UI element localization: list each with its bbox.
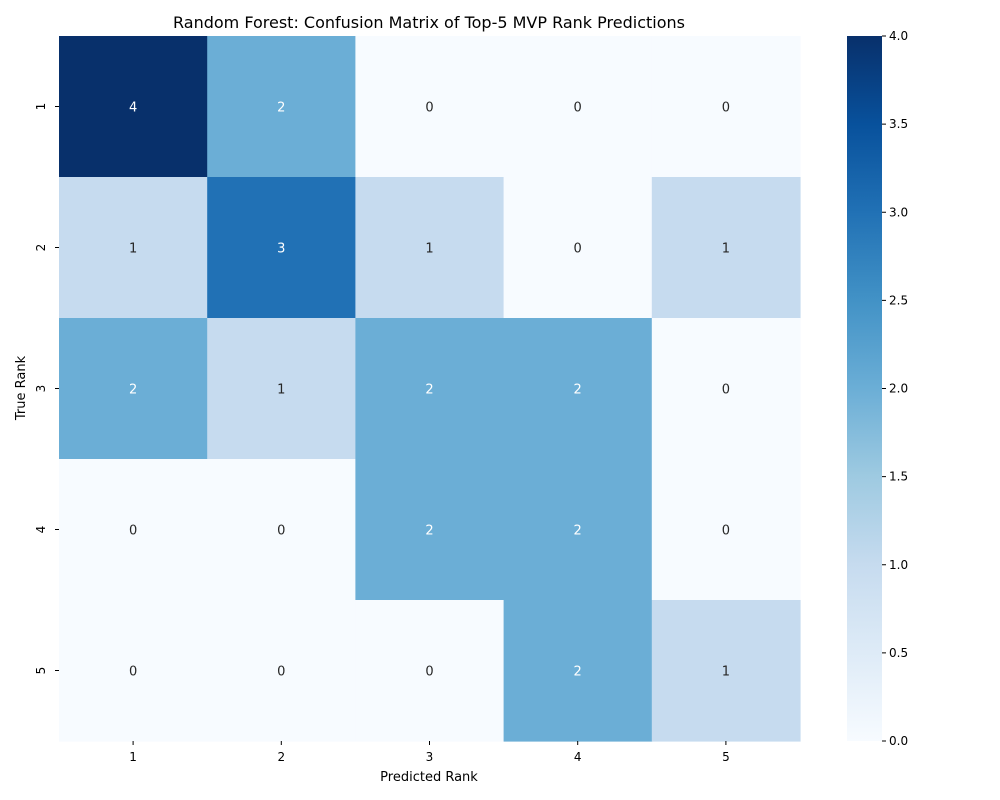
y-tick-label: 2 — [34, 244, 48, 252]
cell-value-label: 1 — [425, 242, 433, 257]
cell-value-label: 0 — [277, 665, 285, 680]
cell-value-label: 2 — [277, 101, 285, 116]
heatmap-cell — [59, 459, 208, 601]
y-tick-label: 5 — [34, 667, 48, 675]
x-axis-ticks: 1 2 3 4 5 — [129, 741, 730, 764]
cell-value-label: 1 — [129, 242, 137, 257]
colorbar-tick-label: 4.0 — [889, 29, 908, 43]
heatmap-cell — [651, 177, 801, 319]
heatmap-cell — [503, 459, 653, 601]
y-tick-label: 4 — [34, 526, 48, 534]
cell-value-label: 0 — [425, 665, 433, 680]
cell-value-label: 0 — [722, 524, 730, 539]
cell-value-label: 1 — [277, 383, 285, 398]
heatmap-cell — [207, 600, 356, 742]
x-tick-label: 2 — [277, 750, 285, 764]
colorbar-tick-label: 2.5 — [889, 293, 908, 307]
cell-value-label: 0 — [129, 665, 137, 680]
y-axis-label: True Rank — [14, 355, 29, 421]
cell-value-label: 1 — [722, 665, 730, 680]
y-tick-label: 1 — [34, 103, 48, 111]
x-axis-label: Predicted Rank — [380, 770, 478, 785]
x-tick-label: 4 — [574, 750, 582, 764]
colorbar: 0.0 0.5 1.0 1.5 2.0 2.5 3.0 3.5 4.0 — [847, 29, 908, 748]
cell-value-label: 1 — [722, 242, 730, 257]
colorbar-tick-label: 3.5 — [889, 117, 908, 131]
heatmap-cell-labels: 4 2 0 0 0 1 3 1 0 1 2 1 2 2 0 0 0 2 2 0 0 0 0 2 1 — [129, 101, 730, 680]
cell-value-label: 0 — [129, 524, 137, 539]
colorbar-tick-label: 2.0 — [889, 382, 908, 396]
y-axis-ticks: 1 2 3 4 5 — [34, 103, 59, 675]
cell-value-label: 2 — [574, 665, 582, 680]
cell-value-label: 0 — [425, 101, 433, 116]
cell-value-label: 0 — [722, 101, 730, 116]
cell-value-label: 2 — [425, 524, 433, 539]
chart-title: Random Forest: Confusion Matrix of Top-5… — [173, 13, 685, 32]
cell-value-label: 2 — [129, 383, 137, 398]
colorbar-tick-label: 1.5 — [889, 470, 908, 484]
heatmap-cell — [207, 177, 356, 319]
cell-value-label: 2 — [425, 383, 433, 398]
heatmap-cell — [651, 318, 801, 460]
cell-value-label: 0 — [277, 524, 285, 539]
heatmap-cell — [651, 36, 801, 178]
colorbar-gradient — [847, 36, 882, 741]
heatmap-cell — [651, 459, 801, 601]
cell-value-label: 2 — [574, 524, 582, 539]
cell-value-label: 2 — [574, 383, 582, 398]
colorbar-tick-label: 0.5 — [889, 646, 908, 660]
heatmap-cells — [59, 36, 801, 742]
x-tick-label: 1 — [129, 750, 137, 764]
cell-value-label: 4 — [129, 101, 137, 116]
cell-value-label: 0 — [574, 101, 582, 116]
heatmap-cell — [503, 177, 653, 319]
x-tick-label: 5 — [722, 750, 730, 764]
heatmap-cell — [59, 36, 208, 178]
heatmap-cell — [59, 318, 208, 460]
heatmap-cell — [207, 318, 356, 460]
heatmap-cell — [59, 600, 208, 742]
colorbar-tick-label: 3.0 — [889, 205, 908, 219]
cell-value-label: 0 — [722, 383, 730, 398]
heatmap-cell — [207, 36, 356, 178]
heatmap-cell — [503, 318, 653, 460]
y-tick-label: 3 — [34, 385, 48, 393]
heatmap-cell — [503, 600, 653, 742]
heatmap-cell — [355, 36, 505, 178]
x-tick-label: 3 — [426, 750, 434, 764]
heatmap-cell — [207, 459, 356, 601]
colorbar-tick-label: 0.0 — [889, 734, 908, 748]
cell-value-label: 0 — [574, 242, 582, 257]
cell-value-label: 3 — [277, 242, 285, 257]
heatmap-cell — [651, 600, 801, 742]
heatmap-cell — [355, 177, 505, 319]
heatmap-cell — [503, 36, 653, 178]
heatmap-cell — [59, 177, 208, 319]
heatmap-cell — [355, 459, 505, 601]
heatmap-cell — [355, 600, 505, 742]
colorbar-tick-label: 1.0 — [889, 558, 908, 572]
heatmap-cell — [355, 318, 505, 460]
